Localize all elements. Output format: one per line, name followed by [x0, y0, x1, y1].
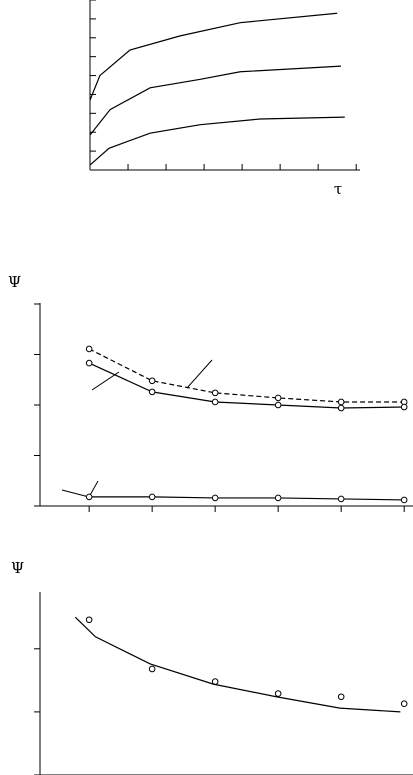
data-point — [400, 496, 408, 504]
data-point — [85, 359, 93, 367]
data-point — [148, 665, 156, 673]
data-point — [148, 377, 156, 385]
x-axis-label: τ — [334, 180, 342, 198]
series-line — [89, 12, 338, 101]
data-point — [148, 388, 156, 396]
leader-line — [61, 489, 90, 498]
data-point — [148, 493, 156, 501]
series-line — [89, 116, 345, 166]
series-line — [88, 348, 405, 403]
data-point — [211, 398, 219, 406]
data-point — [337, 495, 345, 503]
series-line — [88, 362, 405, 409]
series-line — [89, 496, 405, 501]
y-axis-label: Ψ — [11, 559, 24, 577]
data-point — [337, 398, 345, 406]
series-line — [74, 616, 401, 713]
series-line — [89, 65, 342, 136]
leader-lines — [61, 359, 213, 498]
y-axis-label: Ψ — [8, 273, 21, 291]
data-point — [400, 700, 408, 707]
data-point — [337, 404, 345, 412]
data-point — [211, 494, 219, 502]
data-point — [274, 401, 282, 409]
data-point — [337, 693, 345, 701]
data-point — [211, 389, 219, 397]
data-point — [274, 394, 282, 402]
data-point — [274, 494, 282, 502]
data-point — [85, 616, 93, 624]
data-point — [85, 345, 93, 353]
leader-line — [186, 359, 213, 389]
data-point — [85, 493, 93, 501]
data-point — [274, 690, 282, 697]
data-point — [400, 403, 408, 411]
